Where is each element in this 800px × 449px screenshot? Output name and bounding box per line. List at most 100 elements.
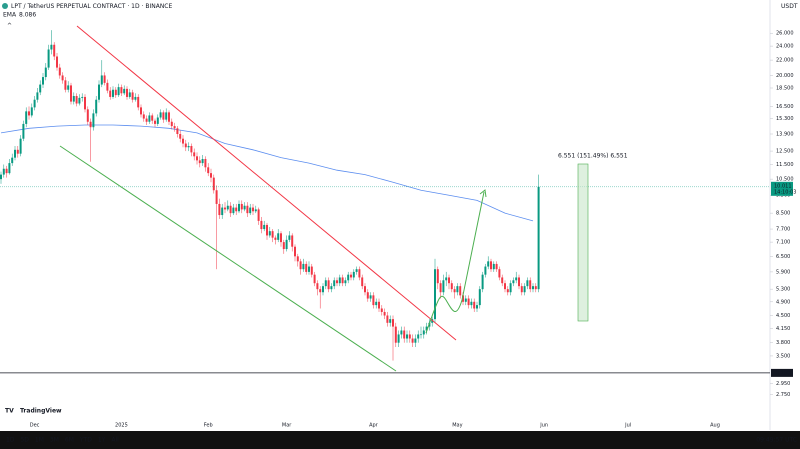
candle-body: [260, 220, 263, 230]
y-tick-label: 13.900: [776, 132, 794, 138]
y-tick-label: 8.500: [776, 211, 790, 217]
candle-body: [364, 286, 366, 293]
collapse-toggle[interactable]: ^: [7, 23, 12, 30]
candle-body: [425, 326, 428, 331]
candle-body: [414, 338, 417, 343]
candle-body: [78, 97, 81, 104]
candle-body: [28, 111, 30, 116]
candle-body: [434, 269, 436, 320]
candle-body: [120, 87, 123, 94]
candle-body: [442, 280, 445, 293]
candle-body: [61, 75, 64, 81]
candle-body: [226, 205, 229, 210]
range-button[interactable]: 3M: [50, 437, 59, 444]
candle-body: [170, 121, 173, 127]
candle-body: [5, 168, 8, 174]
candle-body: [495, 263, 498, 270]
candle-body: [131, 92, 134, 100]
brand: 𝗧𝗩 TradingView: [5, 408, 62, 415]
candle-body: [310, 266, 313, 275]
candle-body: [151, 115, 154, 121]
candle-body: [112, 89, 114, 97]
candle-body: [523, 286, 526, 293]
x-tick-label: Dec: [30, 423, 40, 429]
y-tick-label: 18.500: [776, 85, 794, 91]
candle-body: [221, 207, 224, 216]
candle-body: [403, 330, 406, 339]
range-button[interactable]: 1Y: [98, 437, 106, 444]
candle-body: [47, 49, 50, 68]
candle-body: [95, 99, 98, 114]
candle-body: [280, 233, 282, 243]
candle-body: [128, 92, 131, 97]
y-tick-label: 3.800: [776, 340, 790, 346]
candle-body: [187, 146, 190, 148]
candle-body: [534, 286, 537, 290]
candle-body: [36, 92, 39, 100]
range-button[interactable]: 5D: [20, 437, 29, 444]
clock: 09:49:57 UTC: [756, 437, 797, 444]
candle-body: [19, 138, 22, 154]
candle-body: [288, 235, 291, 240]
candle-body: [50, 44, 53, 50]
candle-body: [106, 82, 109, 91]
x-tick-label: Jul: [624, 423, 631, 429]
candle-body: [406, 334, 408, 339]
candle-body: [75, 96, 78, 104]
plot: [0, 30, 770, 374]
candle-body: [378, 301, 380, 309]
candle-body: [299, 261, 302, 270]
candle-body: [33, 99, 36, 108]
candle-body: [67, 85, 70, 90]
candle-body: [518, 277, 520, 287]
candle-body: [448, 277, 450, 284]
range-button[interactable]: 1M: [35, 437, 44, 444]
candle-body: [509, 283, 512, 293]
candle-body: [470, 301, 473, 306]
currency: USDT: [781, 3, 798, 10]
candle-body: [184, 143, 187, 148]
y-tick-label: 6.500: [776, 254, 790, 260]
candle-body: [148, 115, 151, 122]
y-tick-label: 26.000: [776, 31, 794, 37]
candle-body: [274, 237, 277, 240]
candle-body: [232, 207, 235, 214]
range-button[interactable]: 6M: [65, 437, 74, 444]
candle-body: [380, 308, 383, 312]
candle-body: [355, 269, 358, 272]
candle-body: [252, 207, 254, 212]
candle-body: [271, 231, 274, 238]
chart-title: LPT / TetherUS PERPETUAL CONTRACT · 1D ·…: [11, 3, 173, 10]
candle-body: [126, 88, 128, 97]
candle-body: [492, 263, 495, 270]
symbol-icon: [2, 3, 8, 9]
candle-body: [450, 283, 453, 290]
candle-body: [179, 134, 182, 139]
candle-body: [165, 112, 168, 120]
candle-body: [238, 203, 240, 212]
candle-body: [145, 118, 148, 122]
candle-body: [44, 67, 47, 78]
y-tick-label: 3.500: [776, 353, 790, 359]
range-button[interactable]: All: [111, 437, 119, 444]
candle-body: [344, 280, 347, 284]
candle-body: [464, 298, 467, 302]
candle-body: [56, 56, 58, 68]
candle-body: [431, 319, 434, 323]
candle-body: [159, 112, 162, 118]
y-tick-label: 4.500: [776, 313, 790, 319]
candle-body: [154, 120, 156, 124]
projection-arrow: [425, 191, 485, 334]
candle-body: [411, 338, 414, 343]
candle-body: [11, 157, 14, 164]
candle-body: [456, 286, 459, 293]
candle-body: [240, 203, 243, 210]
range-button[interactable]: YTD: [79, 437, 92, 444]
candle-body: [201, 159, 204, 164]
range-button[interactable]: 1D: [6, 437, 15, 444]
ema-legend-value: 8.086: [19, 12, 36, 19]
candle-body: [235, 207, 238, 212]
ema-legend-name: EMA: [3, 12, 17, 19]
